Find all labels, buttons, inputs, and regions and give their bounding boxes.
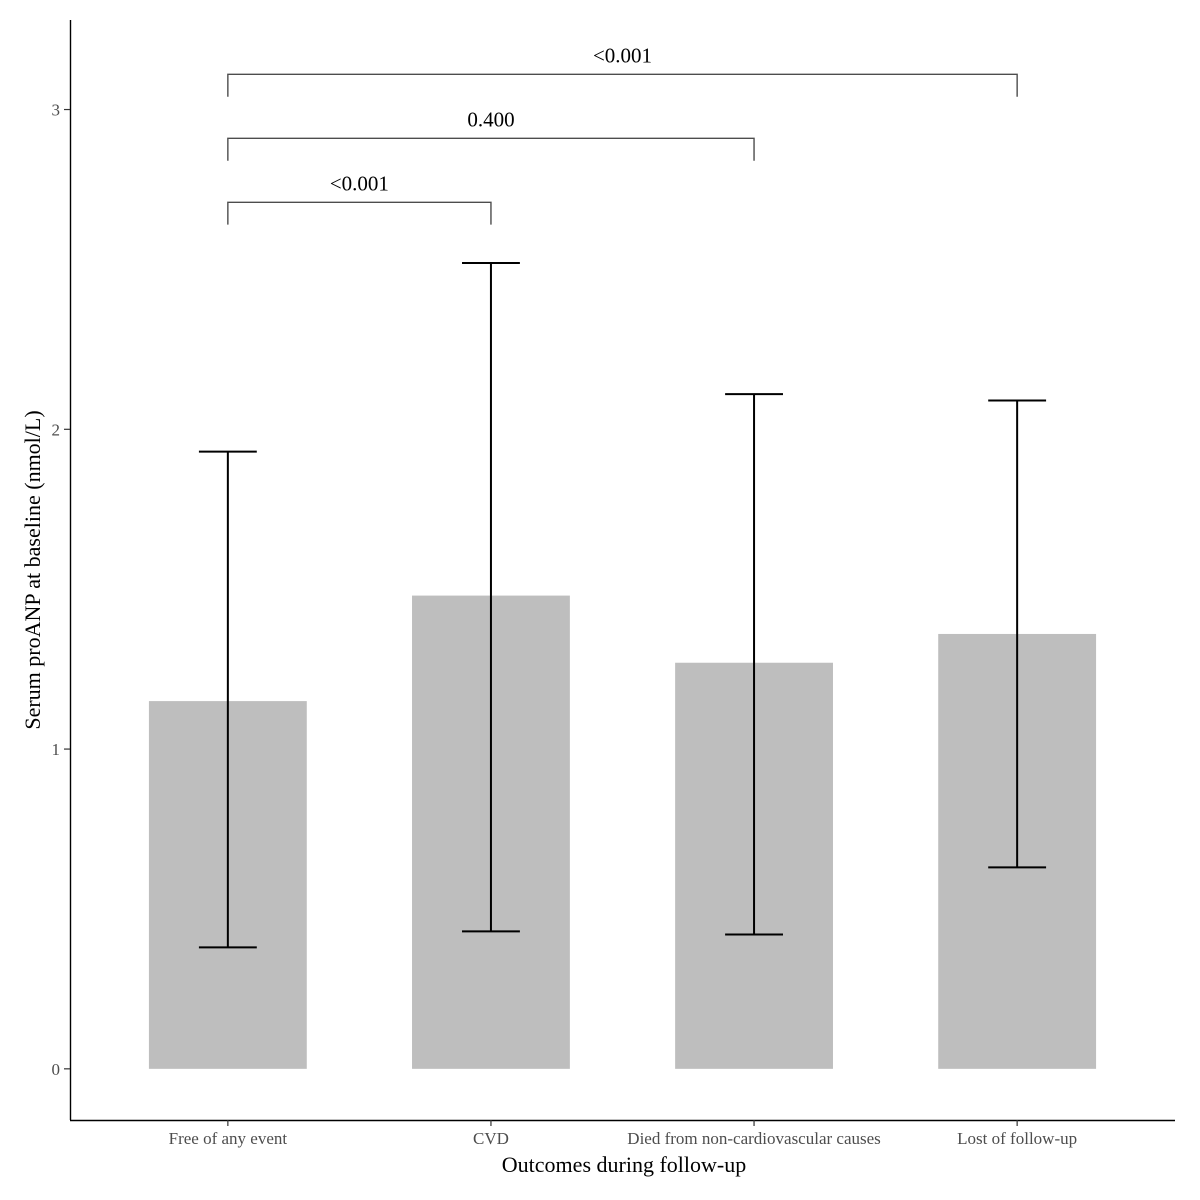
error-bars-layer: [198, 262, 1047, 949]
x-tick-label: CVD: [473, 1129, 509, 1148]
x-tick-label: Died from non-cardiovascular causes: [627, 1129, 880, 1148]
x-axis-title: Outcomes during follow-up: [502, 1152, 746, 1177]
significance-label: 0.400: [467, 107, 514, 131]
significance-bracket: [227, 137, 755, 161]
significance-bracket: [227, 73, 1018, 97]
x-tick-label: Free of any event: [169, 1129, 288, 1148]
y-tick-label: 3: [52, 101, 61, 120]
x-tick-label: Lost of follow-up: [957, 1129, 1077, 1148]
y-tick-label: 0: [52, 1060, 61, 1079]
significance-brackets-layer: <0.001 0.400 <0.001: [227, 43, 1018, 225]
bars-layer: [148, 595, 1097, 1069]
significance-label: <0.001: [593, 43, 652, 67]
y-tick-label: 2: [52, 420, 61, 439]
significance-label: <0.001: [330, 171, 389, 195]
x-ticks-layer: Free of any event CVD Died from non-cardio…: [169, 1120, 1077, 1148]
significance-bracket: [227, 201, 492, 225]
y-axis-title: Serum proANP at baseline (nmol/L): [20, 410, 45, 729]
y-ticks-layer: 0 1 2 3: [52, 101, 70, 1079]
y-tick-label: 1: [52, 740, 61, 759]
